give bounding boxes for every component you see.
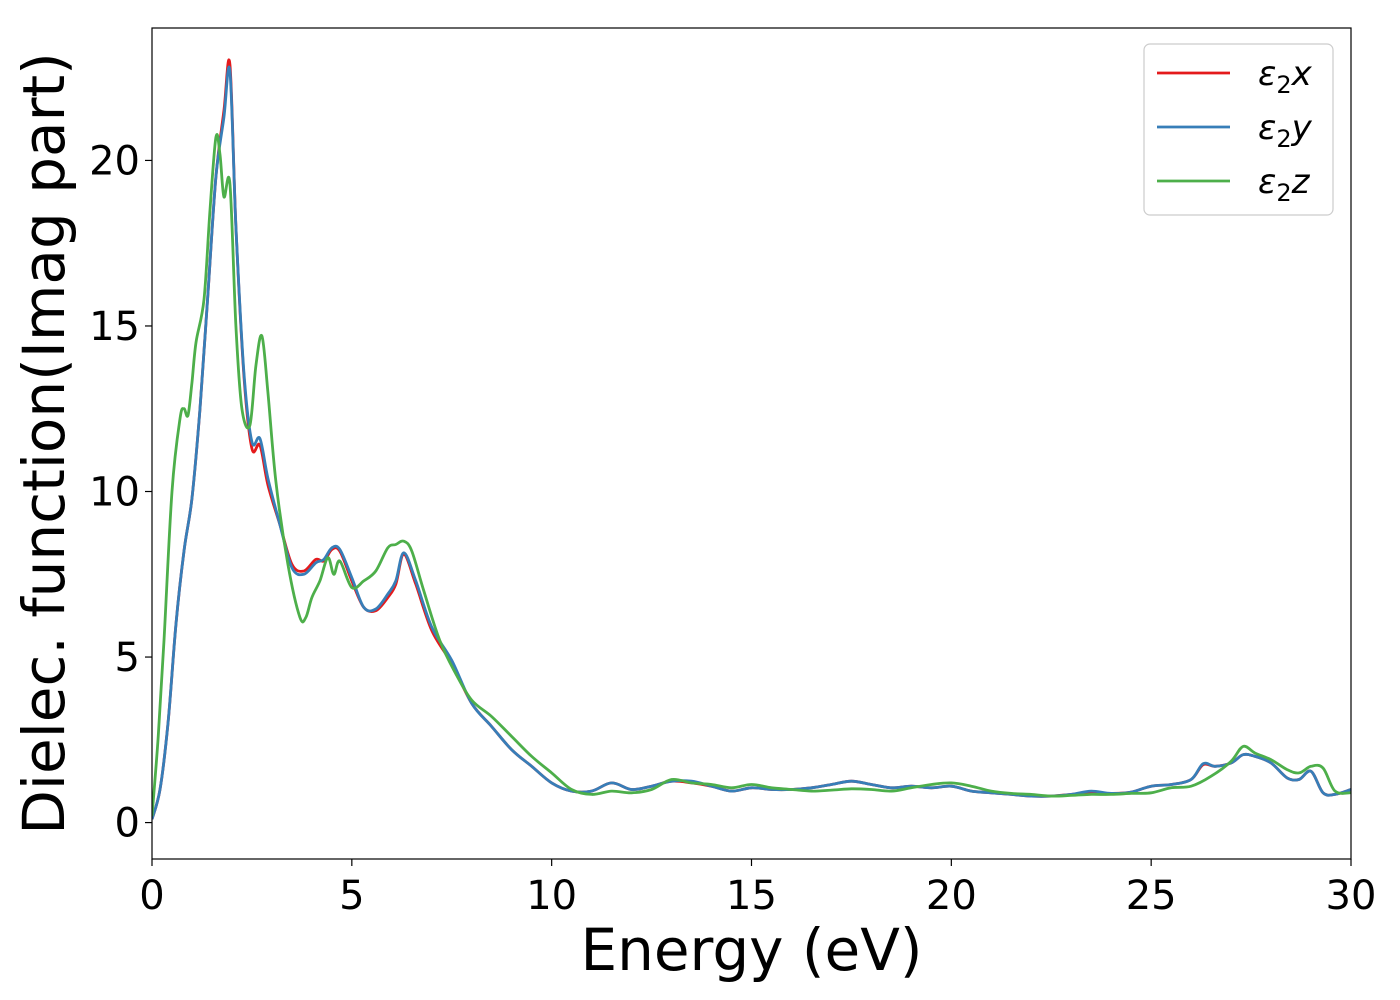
- axis-ticks: 0 5 10 15 20 25 30 0 5 10 15 20: [89, 138, 1376, 919]
- legend: ε2x ε2y ε2z: [1143, 43, 1334, 216]
- x-tick-label: 25: [1126, 873, 1177, 919]
- legend-item-z: ε2z: [1157, 162, 1311, 207]
- x-tick-label: 20: [926, 873, 977, 919]
- y-tick-label: 15: [89, 304, 140, 350]
- series-line-y: [152, 65, 1351, 820]
- y-tick-label: 0: [115, 801, 140, 847]
- x-tick-label: 5: [339, 873, 364, 919]
- x-tick-label: 30: [1326, 873, 1377, 919]
- x-tick-label: 15: [726, 873, 777, 919]
- y-axis-label: Dielec. function(Imag part): [10, 52, 78, 835]
- y-tick-label: 10: [89, 470, 140, 516]
- plot-area: [152, 58, 1351, 820]
- legend-box: [1143, 43, 1334, 216]
- series-line-z: [152, 133, 1351, 817]
- axes-frame: [151, 27, 1352, 860]
- x-tick-label: 0: [139, 873, 164, 919]
- legend-label: ε2y: [1258, 108, 1313, 153]
- legend-label: ε2x: [1258, 54, 1313, 99]
- legend-item-y: ε2y: [1157, 108, 1313, 153]
- legend-label: ε2z: [1258, 162, 1311, 207]
- y-tick-label: 20: [89, 138, 140, 184]
- x-axis-label: Energy (eV): [580, 916, 922, 984]
- y-tick-label: 5: [115, 635, 140, 681]
- x-tick-label: 10: [526, 873, 577, 919]
- legend-item-x: ε2x: [1157, 54, 1313, 99]
